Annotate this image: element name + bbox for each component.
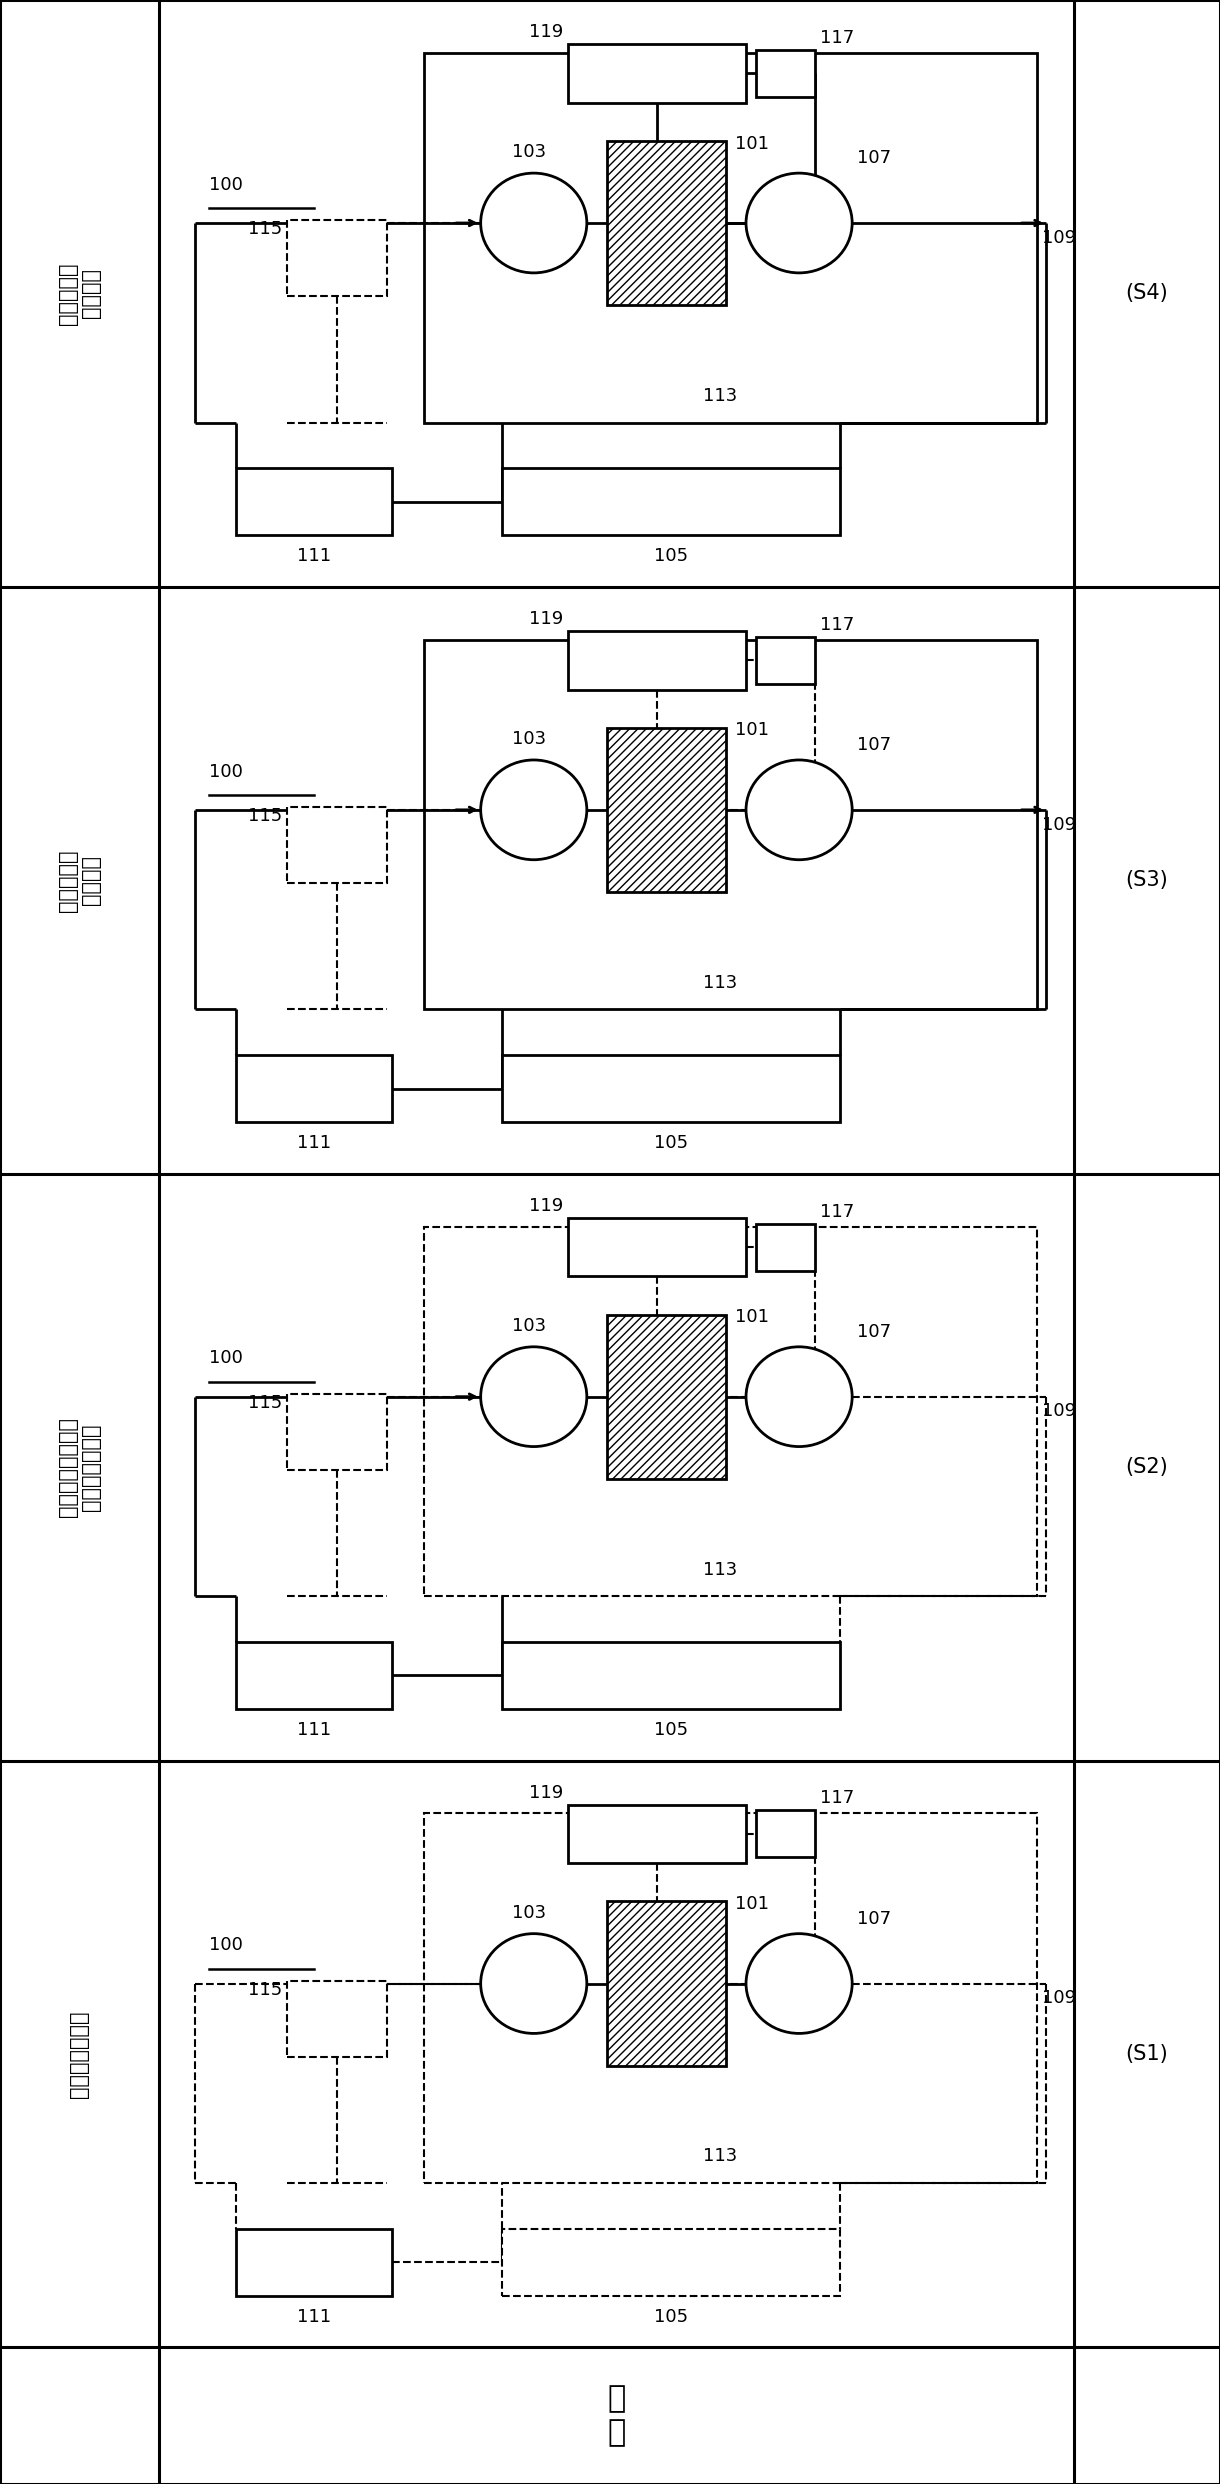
Ellipse shape — [481, 174, 587, 273]
Bar — [569, 631, 747, 691]
Text: 111: 111 — [298, 2308, 331, 2325]
Text: 117: 117 — [820, 1202, 854, 1220]
Text: 101: 101 — [736, 1309, 769, 1326]
Text: 119: 119 — [529, 22, 564, 42]
Bar — [287, 1394, 388, 1471]
Bar — [425, 52, 1037, 422]
Bar — [608, 728, 726, 892]
Text: 发动机预热模式: 发动机预热模式 — [70, 2010, 89, 2096]
Text: 车辆冷却最
大化模式: 车辆冷却最 大化模式 — [57, 263, 101, 325]
Ellipse shape — [481, 1346, 587, 1446]
Text: 113: 113 — [703, 1560, 737, 1580]
Bar — [755, 1811, 815, 1858]
Bar — [608, 1900, 726, 2067]
Text: 113: 113 — [703, 2149, 737, 2166]
Bar — [608, 1314, 726, 1478]
Text: 111: 111 — [298, 1721, 331, 1739]
Bar — [237, 2228, 392, 2295]
Bar — [608, 142, 726, 306]
Bar — [569, 1803, 747, 1863]
Text: 100: 100 — [209, 763, 243, 780]
Text: 111: 111 — [298, 1135, 331, 1153]
Bar — [237, 1056, 392, 1123]
Ellipse shape — [745, 760, 852, 859]
Text: 105: 105 — [654, 1721, 688, 1739]
Text: 105: 105 — [654, 1135, 688, 1153]
Bar — [755, 636, 815, 683]
Text: 燃油（变速器、发
动机）预热模式: 燃油（变速器、发 动机）预热模式 — [57, 1416, 101, 1518]
Text: 117: 117 — [820, 616, 854, 633]
Text: 冷却剂温度
控制模式: 冷却剂温度 控制模式 — [57, 850, 101, 912]
Ellipse shape — [481, 760, 587, 859]
Text: 119: 119 — [529, 1784, 564, 1801]
Text: 113: 113 — [703, 974, 737, 991]
Text: 105: 105 — [654, 2308, 688, 2325]
Text: 图
例: 图 例 — [608, 2385, 625, 2447]
Text: 113: 113 — [703, 388, 737, 405]
Ellipse shape — [745, 174, 852, 273]
Bar — [501, 467, 841, 537]
Ellipse shape — [745, 1346, 852, 1446]
Text: 103: 103 — [512, 1903, 547, 1923]
Bar — [425, 1227, 1037, 1597]
Text: 115: 115 — [248, 1394, 282, 1411]
Bar — [425, 1813, 1037, 2183]
Bar — [755, 50, 815, 97]
Bar — [755, 1225, 815, 1269]
Bar — [569, 45, 747, 102]
Text: 100: 100 — [209, 176, 243, 194]
Bar — [501, 1056, 841, 1123]
Text: (S3): (S3) — [1125, 869, 1169, 889]
Text: 101: 101 — [736, 1895, 769, 1913]
Text: 107: 107 — [856, 735, 891, 755]
Text: 107: 107 — [856, 149, 891, 166]
Text: 101: 101 — [736, 720, 769, 740]
Text: 103: 103 — [512, 144, 547, 161]
Text: 105: 105 — [654, 546, 688, 566]
Bar — [287, 221, 388, 296]
Ellipse shape — [481, 1933, 587, 2034]
Text: 109: 109 — [1042, 1990, 1076, 2007]
Text: 109: 109 — [1042, 1403, 1076, 1421]
Text: 103: 103 — [512, 1317, 547, 1334]
Bar — [237, 467, 392, 537]
Text: 111: 111 — [298, 546, 331, 566]
Text: 103: 103 — [512, 730, 547, 748]
Text: (S4): (S4) — [1125, 283, 1169, 303]
Text: 107: 107 — [856, 1324, 891, 1341]
Text: 101: 101 — [736, 134, 769, 152]
Text: 115: 115 — [248, 221, 282, 238]
Bar — [237, 1642, 392, 1709]
Text: (S1): (S1) — [1125, 2044, 1169, 2064]
Text: 100: 100 — [209, 1349, 243, 1366]
Text: 115: 115 — [248, 1980, 282, 2000]
Text: 115: 115 — [248, 807, 282, 825]
Text: (S2): (S2) — [1125, 1458, 1169, 1478]
Text: 100: 100 — [209, 1935, 243, 1955]
Text: 107: 107 — [856, 1910, 891, 1928]
Text: 109: 109 — [1042, 815, 1076, 835]
Bar — [501, 2228, 841, 2295]
Bar — [287, 1980, 388, 2057]
Text: 117: 117 — [820, 30, 854, 47]
Text: 119: 119 — [529, 611, 564, 628]
Bar — [569, 1217, 747, 1277]
Ellipse shape — [745, 1933, 852, 2034]
Bar — [287, 807, 388, 884]
Bar — [501, 1642, 841, 1709]
Bar — [425, 641, 1037, 1009]
Text: 119: 119 — [529, 1197, 564, 1215]
Text: 117: 117 — [820, 1788, 854, 1808]
Text: 109: 109 — [1042, 229, 1076, 246]
